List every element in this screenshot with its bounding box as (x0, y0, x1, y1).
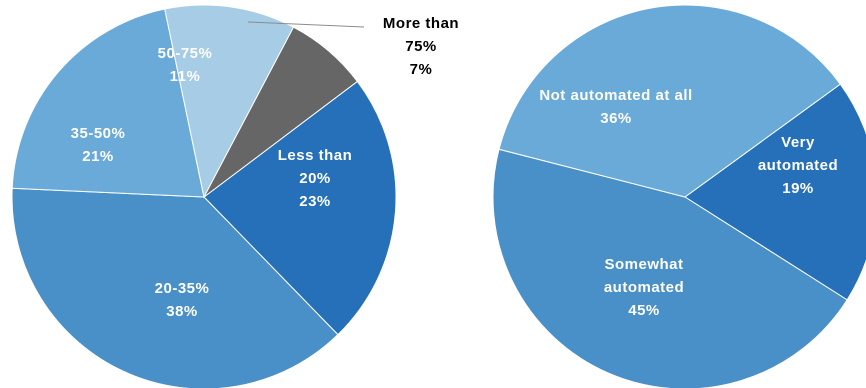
right-pie-slice-1 (492, 148, 848, 388)
left-slice-category-label-3-0: 50-75% (158, 45, 213, 62)
right-slice-category-label-0-0: Very (781, 134, 815, 151)
right-slice-value-label-1: 45% (628, 302, 660, 319)
left-slice-label-0: Less than 20% 23% (278, 147, 353, 210)
right-slice-value-label-2: 36% (600, 110, 632, 127)
right-slice-category-label-1-0: Somewhat (604, 256, 683, 273)
left-callout-leader-line (247, 21, 365, 28)
left-slice-category-label-2-0: 35-50% (71, 125, 126, 142)
left-slice-label-4: More than 75% 7% (383, 15, 459, 78)
left-slice-value-label-3: 11% (170, 68, 201, 85)
right-slice-category-label-2-0: Not automated at all (539, 87, 692, 104)
left-pie-slice-1 (11, 187, 339, 388)
left-slice-value-label-1: 38% (166, 303, 198, 320)
left-slice-category-label-0-0: Less than (278, 147, 353, 164)
left-slice-category-label-4-1: 75% (405, 38, 437, 55)
right-pie-slice-2 (498, 4, 842, 198)
left-slice-category-label-1-0: 20-35% (155, 280, 210, 297)
left-pie-slice-4 (203, 26, 359, 198)
right-slice-label-1: Somewhat automated 45% (604, 256, 684, 319)
left-slice-value-label-2: 21% (82, 148, 114, 165)
pie-chart-right: Very automated 19% Somewhat automated 45% Not … (492, 4, 866, 388)
right-pie-slice-0 (684, 83, 866, 301)
right-slice-label-0: Very automated 19% (758, 134, 838, 197)
right-slice-value-label-0: 19% (782, 180, 814, 197)
left-slice-label-2: 35-50% 21% (71, 125, 126, 165)
left-slice-label-1: 20-35% 38% (155, 280, 210, 320)
right-slice-category-label-1-1: automated (604, 279, 684, 296)
left-slice-value-label-4: 7% (410, 61, 433, 78)
left-slice-label-3: 50-75% 11% (158, 45, 213, 85)
left-pie-slice-2 (11, 8, 205, 198)
left-pie-slice-0 (203, 80, 397, 336)
left-slice-value-label-0: 23% (299, 193, 331, 210)
right-slice-label-2: Not automated at all 36% (539, 87, 692, 127)
pie-chart-left: Less than 20% 23% 20-35% 38% 35-50% 21% 50-75% 1… (11, 4, 459, 388)
left-slice-category-label-4-0: More than (383, 15, 459, 32)
left-slice-category-label-0-1: 20% (299, 170, 331, 187)
right-slice-category-label-0-1: automated (758, 157, 838, 174)
